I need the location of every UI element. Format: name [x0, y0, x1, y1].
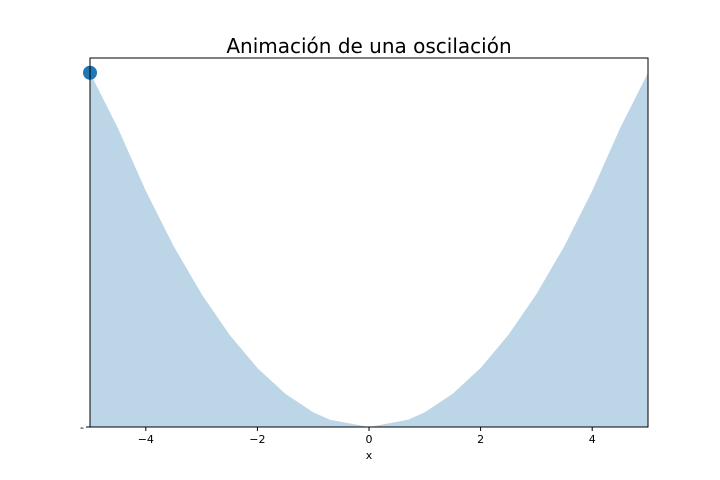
x-tick-label: 0: [366, 433, 373, 446]
y-tick-label: -: [80, 421, 84, 434]
chart-title: Animación de una oscilación: [226, 34, 511, 58]
x-tick-label: −2: [249, 433, 265, 446]
x-axis-ticks: −4 −2 0 2 4: [138, 427, 596, 446]
y-axis-ticks: -: [80, 421, 90, 434]
area-fill: [90, 72, 648, 427]
x-tick-label: −4: [138, 433, 154, 446]
x-tick-label: 4: [589, 433, 596, 446]
x-axis-label: x: [366, 449, 373, 462]
plot-area: [83, 65, 648, 427]
x-tick-label: 2: [477, 433, 484, 446]
